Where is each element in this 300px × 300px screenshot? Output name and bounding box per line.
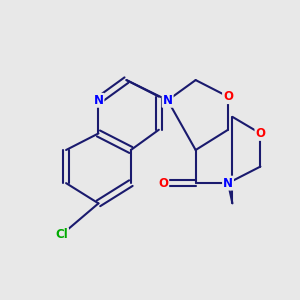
Text: N: N	[163, 94, 173, 107]
Text: O: O	[255, 127, 266, 140]
Text: N: N	[223, 177, 233, 190]
Text: O: O	[158, 177, 168, 190]
Text: N: N	[94, 94, 103, 107]
Text: O: O	[223, 90, 233, 103]
Text: Cl: Cl	[55, 228, 68, 241]
